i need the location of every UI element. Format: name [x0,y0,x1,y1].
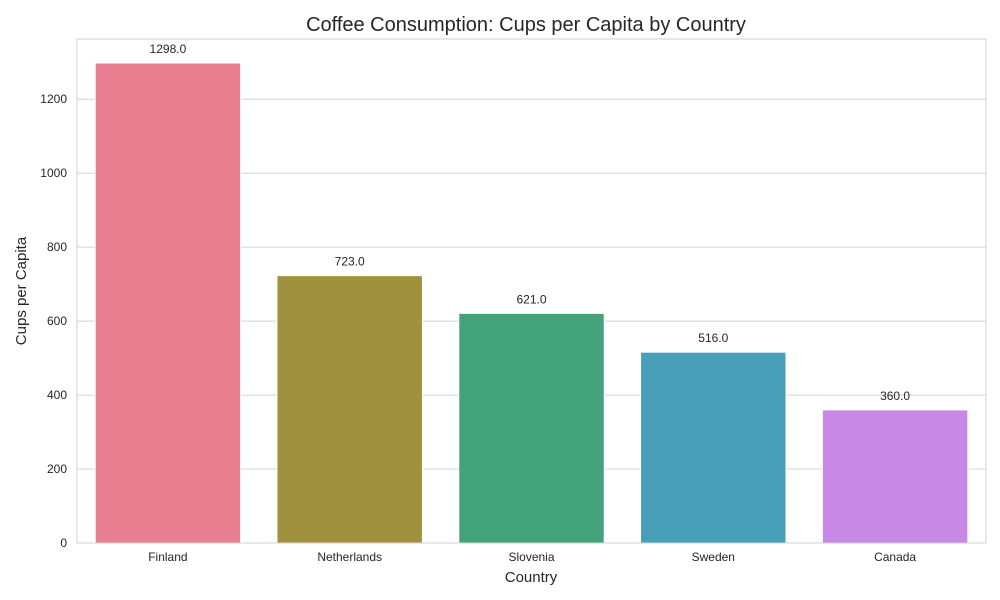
y-tick-label: 1000 [40,166,67,180]
bars [94,62,969,544]
chart-title: Coffee Consumption: Cups per Capita by C… [306,14,746,36]
x-tick-label: Netherlands [317,550,382,564]
x-tick-label: Canada [874,550,916,564]
x-tick-labels: Finland Netherlands Slovenia Sweden Canada [148,550,916,564]
y-tick-label: 1200 [40,92,67,106]
data-labels: 1298.0 723.0 621.0 516.0 360.0 [150,42,911,403]
x-tick-label: Sweden [692,550,735,564]
plot-frame [76,38,987,544]
data-label: 360.0 [880,389,910,403]
y-axis-label: Cups per Capita [13,236,30,345]
y-tick-labels: 0 200 400 600 800 1000 1200 [40,92,67,550]
y-tick-label: 600 [47,314,67,328]
bar-canada [821,409,969,544]
y-tick-label: 0 [60,536,67,550]
y-tick-label: 200 [47,462,67,476]
bar-netherlands [276,275,423,544]
y-tick-label: 400 [47,388,67,402]
x-tick-label: Slovenia [508,550,554,564]
data-label: 516.0 [698,331,728,345]
bar-slovenia [458,312,605,544]
y-tick-label: 800 [47,240,67,254]
x-tick-label: Finland [148,550,187,564]
data-label: 621.0 [516,292,546,306]
x-axis-label: Country [505,569,558,586]
bar-sweden [640,351,787,544]
data-label: 723.0 [335,255,365,269]
data-label: 1298.0 [150,42,187,56]
bar-finland [94,62,242,544]
